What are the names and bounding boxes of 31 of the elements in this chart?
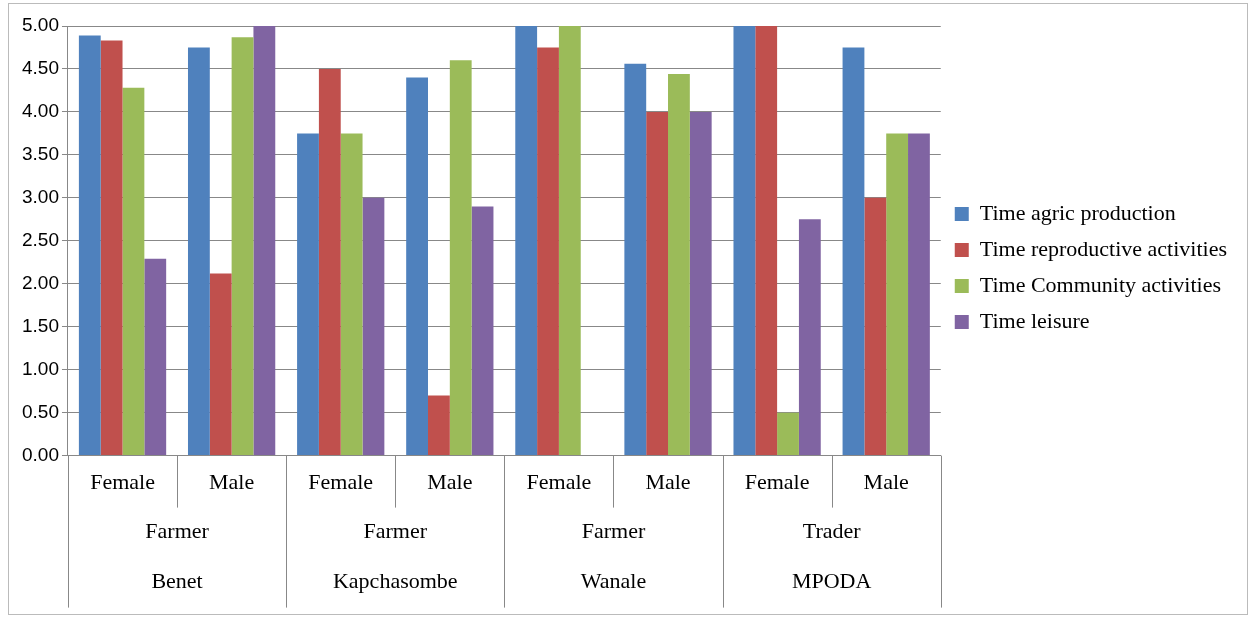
y-tick-label: 0.50 <box>22 400 59 422</box>
x-tick-label: Male <box>427 468 473 494</box>
text: Farmer <box>145 518 210 544</box>
text: Farmer <box>363 518 428 544</box>
text: Kapchasombe <box>332 568 458 594</box>
y-tick-label: 1.00 <box>22 357 59 379</box>
y-tick-label: 4.50 <box>22 57 59 79</box>
text: Trader <box>802 518 862 544</box>
y-tick-label: 3.00 <box>22 186 59 208</box>
x-tick-label: Female <box>526 468 592 494</box>
x-tick-label: Female <box>308 468 374 494</box>
text: Farmer <box>581 518 646 544</box>
x-tick-label: Male <box>863 468 909 494</box>
legend-label: Time Community activities <box>979 271 1221 297</box>
legend-label: Time reproductive activities <box>979 235 1228 261</box>
y-tick-label: 4.00 <box>22 100 59 122</box>
x-tick-label: Male <box>645 468 691 494</box>
text: Wanale <box>580 568 647 594</box>
legend-label: Time leisure <box>979 307 1090 333</box>
legend-label: Time agric production <box>979 199 1176 225</box>
y-tick-label: 5.00 <box>22 14 59 36</box>
y-tick-label: 2.00 <box>22 271 59 293</box>
y-tick-label: 1.50 <box>22 314 59 336</box>
x-tick-label: Female <box>90 468 155 494</box>
y-tick-label: 2.50 <box>22 229 59 251</box>
text: MPODA <box>791 568 872 594</box>
y-tick-label: 3.50 <box>22 143 59 165</box>
text: Benet <box>151 568 203 594</box>
x-tick-label: Male <box>209 468 255 494</box>
y-tick-label: 0.00 <box>22 443 59 465</box>
x-tick-label: Female <box>744 468 810 494</box>
